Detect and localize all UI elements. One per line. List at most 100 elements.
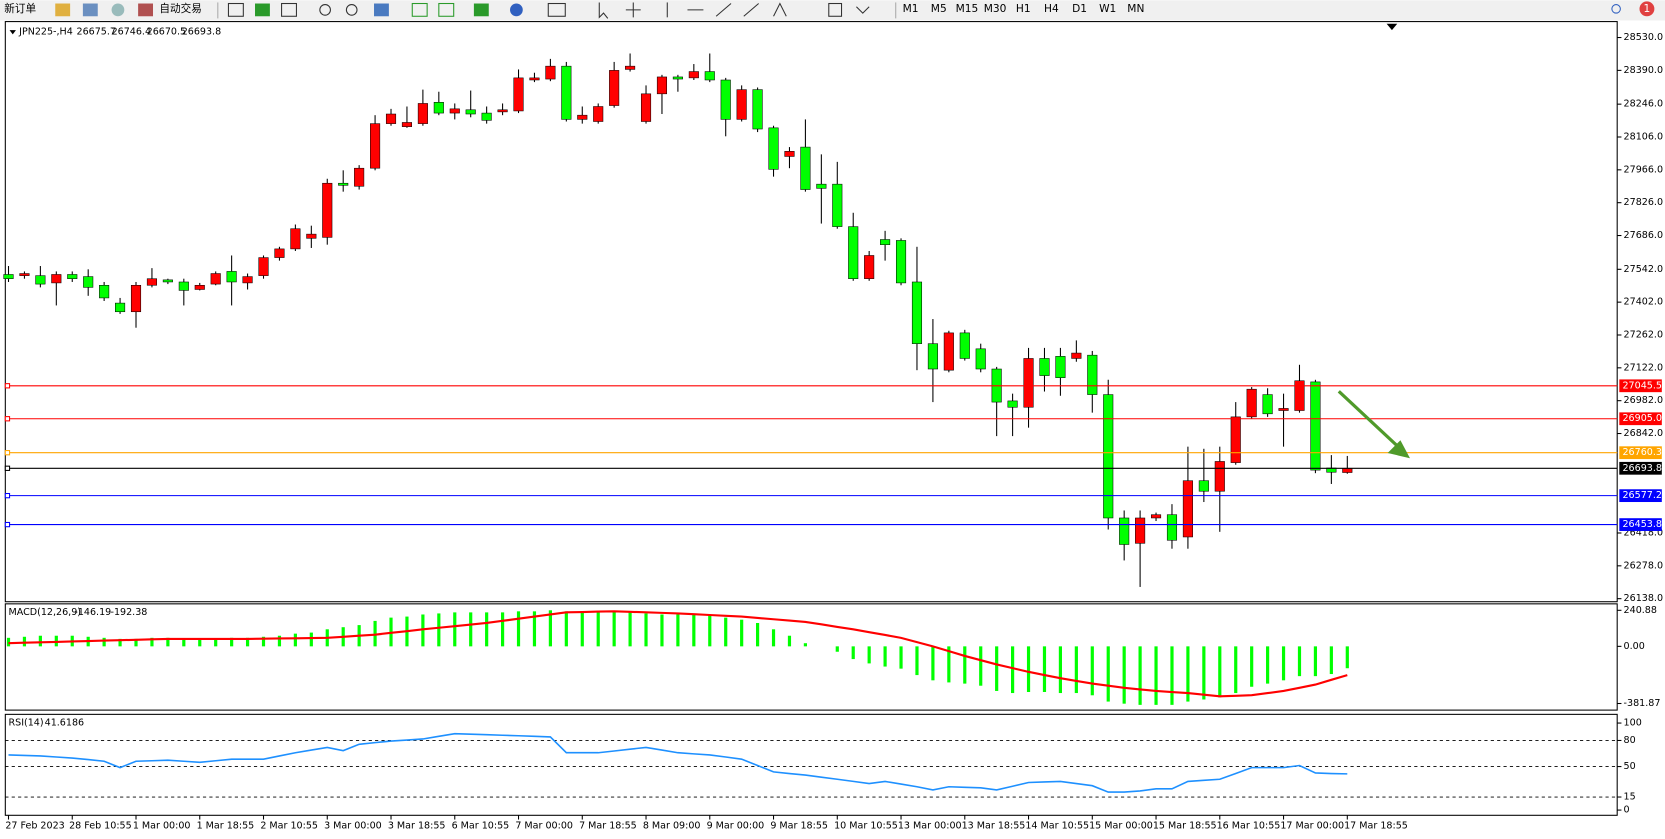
- candle-body: [226, 271, 237, 283]
- price-label: 26905.0: [1622, 413, 1661, 424]
- notification-count: 1: [1644, 2, 1651, 15]
- candle-body: [210, 273, 221, 285]
- candle-body: [1246, 388, 1257, 418]
- x-tick-label: 8 Mar 09:00: [643, 820, 701, 831]
- candle-body: [130, 284, 142, 313]
- y-tick-label: 27262.0: [1624, 329, 1663, 340]
- period-icon[interactable]: [510, 3, 523, 17]
- timeframe-button[interactable]: D1: [1072, 2, 1087, 15]
- y-tick-label: 26842.0: [1624, 428, 1663, 439]
- candle-body: [290, 228, 301, 250]
- timeframe-button[interactable]: M30: [984, 2, 1007, 15]
- y-tick-label: 26982.0: [1624, 395, 1663, 406]
- notification-badge[interactable]: [1639, 1, 1655, 17]
- candle-body: [417, 103, 428, 124]
- price-label: 26760.3: [1622, 447, 1661, 458]
- trendline-icon[interactable]: [715, 3, 732, 17]
- candle-body: [545, 65, 556, 80]
- x-tick-label: 16 Mar 10:55: [1217, 820, 1281, 831]
- candle-body: [800, 146, 811, 190]
- candle-body: [1342, 468, 1353, 473]
- macd-main-value: -146.19: [74, 607, 111, 618]
- arrow-icon[interactable]: [856, 6, 870, 14]
- tile-icon[interactable]: [374, 3, 389, 17]
- y-tick-label: 26278.0: [1624, 560, 1663, 571]
- timeframe-button[interactable]: H1: [1016, 2, 1031, 15]
- candle-body: [433, 102, 444, 114]
- price-line-handle: [4, 492, 11, 499]
- timeframe-button[interactable]: W1: [1099, 2, 1116, 15]
- bar-chart-icon[interactable]: [227, 2, 244, 17]
- ohlc-high: 26746.4: [112, 27, 151, 38]
- cursor-icon[interactable]: [598, 2, 609, 19]
- indicator-icon[interactable]: [473, 3, 489, 17]
- auto-trading-icon[interactable]: [138, 3, 154, 17]
- line-icon[interactable]: [281, 2, 297, 17]
- candle-body: [959, 332, 970, 359]
- macd-panel: [4, 603, 1618, 711]
- search-icon[interactable]: [1611, 4, 1621, 14]
- candle-body: [529, 77, 540, 81]
- candle-body: [19, 273, 30, 276]
- candle-body: [672, 76, 683, 80]
- candle-body: [1071, 352, 1082, 359]
- candle-body: [736, 89, 747, 120]
- ohlc-low: 26670.5: [147, 27, 186, 38]
- main-panel: [4, 21, 1618, 603]
- y-tick-label: 26138.0: [1624, 593, 1663, 604]
- chart-area: JPN225-,H4 26675.7 26746.4 26670.5 26693…: [4, 21, 1618, 816]
- candle-body: [561, 65, 572, 120]
- x-tick-label: 13 Mar 18:55: [962, 820, 1026, 831]
- candle-body: [943, 332, 954, 371]
- candle-body: [354, 167, 365, 187]
- x-tick-label: 27 Feb 2023: [5, 820, 64, 831]
- candle-body: [178, 281, 189, 291]
- x-tick-label: 1 Mar 18:55: [197, 820, 255, 831]
- candle-body: [1055, 356, 1066, 378]
- x-tick-label: 9 Mar 00:00: [707, 820, 765, 831]
- y-tick-label: 28246.0: [1624, 99, 1663, 110]
- timeframe-button[interactable]: M1: [903, 2, 919, 15]
- y-tick-label: -381.87: [1624, 698, 1661, 709]
- y-tick-label: 26418.0: [1624, 527, 1663, 538]
- rsi-title: RSI(14): [9, 717, 44, 728]
- timeframe-button[interactable]: M15: [956, 2, 979, 15]
- timeframe-button[interactable]: MN: [1127, 2, 1144, 15]
- timeframe-button[interactable]: H4: [1044, 2, 1059, 15]
- candle-body: [609, 70, 620, 106]
- candle-body: [385, 113, 397, 124]
- label-icon[interactable]: [828, 2, 843, 17]
- timeframe-button[interactable]: M5: [931, 2, 947, 15]
- symbol: JPN225-,H4: [18, 27, 73, 38]
- x-tick-label: 2 Mar 10:55: [260, 820, 318, 831]
- zoom-in-icon[interactable]: [319, 4, 331, 16]
- rsi-value: 41.6186: [45, 717, 84, 728]
- price-label-box: [1619, 412, 1662, 426]
- icon[interactable]: [55, 3, 71, 17]
- fibo-icon[interactable]: [773, 2, 787, 17]
- scroll-icon[interactable]: [411, 2, 428, 17]
- candle-body: [146, 278, 157, 286]
- shift-icon[interactable]: [438, 2, 455, 17]
- candle-body: [1023, 358, 1034, 408]
- candle-body: [83, 276, 94, 288]
- candle-body: [1310, 381, 1321, 471]
- icon[interactable]: [82, 3, 98, 17]
- x-tick-label: 14 Mar 10:55: [1025, 820, 1089, 831]
- zoom-out-icon[interactable]: [345, 4, 358, 16]
- auto-trading-button[interactable]: 自动交易: [159, 2, 201, 15]
- channel-icon[interactable]: [743, 3, 759, 17]
- candle-body: [640, 93, 652, 122]
- shift-marker: [1386, 23, 1398, 31]
- candle-body: [864, 255, 875, 279]
- candle-body: [3, 274, 14, 279]
- new-order-button[interactable]: 新订单: [4, 2, 36, 15]
- candle-body: [816, 183, 827, 189]
- candle-icon[interactable]: [255, 3, 270, 17]
- y-tick-label: 0: [1624, 805, 1630, 816]
- icon[interactable]: [111, 3, 125, 17]
- x-tick-label: 9 Mar 18:55: [770, 820, 828, 831]
- template-icon[interactable]: [547, 2, 566, 17]
- crosshair-icon[interactable]: [625, 2, 641, 18]
